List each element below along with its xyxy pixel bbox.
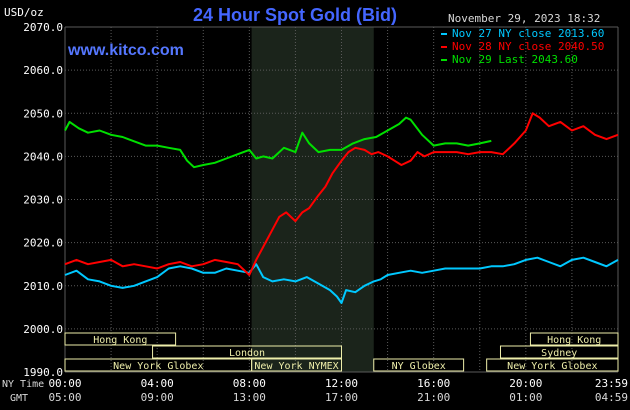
x-tick-label-ny: 04:00 [141,377,174,390]
market-session: Sydney [499,345,619,359]
market-session: Hong Kong [64,332,177,346]
x-tick-label-gmt: 04:59 [595,391,628,404]
x-tick-label-ny: 16:00 [417,377,450,390]
y-tick-label: 2000.0 [23,323,63,336]
x-tick-label-gmt: 05:00 [48,391,81,404]
market-session-box [251,358,342,372]
date-time: November 29, 2023 18:32 [448,12,600,25]
x-tick-label-gmt: 01:00 [509,391,542,404]
series-line-1 [64,256,619,304]
x-tick-label-gmt: 21:00 [417,391,450,404]
market-session-label: New York Globex [507,361,597,372]
x-tick-label-ny: 08:00 [233,377,266,390]
market-session-label: New York Globex [113,361,203,372]
market-session-box [486,358,619,372]
grid [64,26,619,373]
chart-title: 24 Hour Spot Gold (Bid) [193,5,397,25]
market-session-box [499,345,619,359]
market-session-box [152,345,342,359]
market-session-label: NY Globex [392,361,446,372]
x-tick-label-ny: 23:59 [595,377,628,390]
legend-swatch [441,33,447,35]
market-sessions: Hong Kong Hong Kong London Sydney New York G… [64,332,619,372]
y-tick-label: 2070.0 [23,21,63,34]
market-session-label: Hong Kong [93,335,147,346]
x-tick-label-gmt: 17:00 [325,391,358,404]
ny-time-label: NY Time [2,379,44,390]
y-tick-label: 2020.0 [23,237,63,250]
market-session-label: Hong Kong [547,335,601,346]
y-unit-label: USD/oz [4,6,44,19]
y-tick-label: 2060.0 [23,64,63,77]
market-session-box [373,358,465,372]
legend-swatch [441,59,447,61]
series-line-2 [64,112,619,276]
x-tick-label-gmt: 13:00 [233,391,266,404]
market-session-label: Sydney [541,348,577,359]
legend-swatch [441,46,447,48]
legend-entry: Nov 27 NY close 2013.60 [452,27,604,40]
market-session-label: New York NYMEX [254,361,338,372]
y-tick-label: 2040.0 [23,150,63,163]
market-session-label: London [229,348,265,359]
legend-entry: Nov 28 NY close 2040.50 [452,40,604,53]
market-session-box [529,332,619,346]
site-url: www.kitco.com [67,42,184,59]
y-tick-labels: 2070.0 2060.0 2050.0 2040.0 2030.0 2020.0 2010… [23,21,63,379]
x-tick-label-gmt: 09:00 [141,391,174,404]
y-tick-label: 2030.0 [23,194,63,207]
market-session-box [64,332,177,346]
x-tick-label-ny: 00:00 [48,377,81,390]
y-tick-label: 1990.0 [23,366,63,379]
series-line-3 [64,116,492,169]
x-tick-label-ny: 12:00 [325,377,358,390]
market-session: London [152,345,342,359]
series-layer [64,112,619,304]
market-session: NY Globex [373,358,465,372]
y-tick-label: 2050.0 [23,107,63,120]
market-session: New York Globex [486,358,619,372]
x-tick-label-ny: 20:00 [509,377,542,390]
market-session: Hong Kong [529,332,619,346]
y-tick-label: 2010.0 [23,280,63,293]
legend-entry: Nov 29 Last 2043.60 [452,53,578,66]
gmt-label: GMT [10,393,28,404]
market-session: New York NYMEX [251,358,342,372]
